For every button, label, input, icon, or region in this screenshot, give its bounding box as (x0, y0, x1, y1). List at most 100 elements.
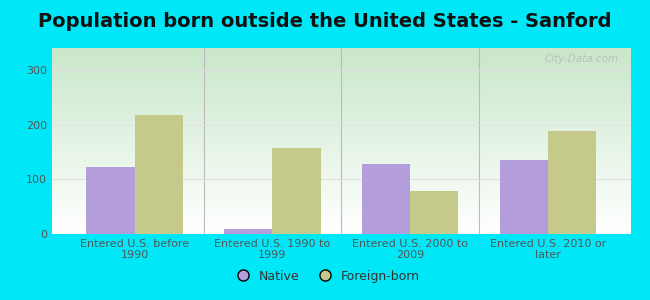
Bar (52, 180, 630, 182)
Bar (52, 215, 630, 217)
Bar (52, 115, 630, 117)
Bar (52, 98, 630, 100)
Bar (272, 148, 320, 234)
Bar (52, 188, 630, 189)
Bar (52, 225, 630, 226)
Bar (52, 223, 630, 225)
Bar (52, 70, 630, 72)
Bar (52, 89, 630, 91)
Bar (52, 94, 630, 96)
Bar (52, 117, 630, 119)
Bar (52, 63, 630, 65)
Bar (52, 85, 630, 87)
Bar (52, 147, 630, 148)
Bar (52, 59, 630, 61)
Bar (52, 122, 630, 124)
Bar (52, 202, 630, 204)
Bar (52, 128, 630, 130)
Bar (52, 150, 630, 152)
Bar (52, 111, 630, 113)
Bar (135, 115, 183, 234)
Bar (52, 52, 630, 54)
Bar (52, 106, 630, 107)
Bar (52, 172, 630, 175)
Bar (52, 228, 630, 230)
Bar (52, 132, 630, 134)
Bar (52, 56, 630, 57)
Bar (52, 104, 630, 106)
Bar (52, 57, 630, 59)
Bar (52, 176, 630, 178)
Bar (52, 72, 630, 74)
Bar (52, 191, 630, 193)
Bar (52, 232, 630, 234)
Bar (52, 163, 630, 165)
Bar (52, 165, 630, 167)
Legend: Native, Foreign-born: Native, Foreign-born (225, 265, 425, 288)
Bar (52, 67, 630, 68)
Bar (52, 195, 630, 197)
Bar (52, 121, 630, 122)
Bar (52, 158, 630, 160)
Bar (52, 169, 630, 171)
Bar (52, 219, 630, 221)
Bar (52, 100, 630, 102)
Bar (52, 76, 630, 78)
Text: City-Data.com: City-Data.com (545, 54, 619, 64)
Bar (52, 130, 630, 132)
Bar (52, 102, 630, 104)
Bar (52, 145, 630, 147)
Bar (52, 226, 630, 228)
Bar (52, 171, 630, 172)
Bar (52, 230, 630, 232)
Bar (52, 178, 630, 180)
Bar (52, 48, 630, 50)
Bar (52, 107, 630, 110)
Bar (52, 143, 630, 145)
Bar (52, 199, 630, 200)
Bar (548, 131, 596, 234)
Bar (52, 160, 630, 161)
Bar (52, 113, 630, 115)
Bar (52, 82, 630, 83)
Bar (52, 91, 630, 93)
Bar (52, 134, 630, 135)
Bar (410, 191, 458, 234)
Bar (52, 152, 630, 154)
Bar (52, 74, 630, 76)
Bar (52, 156, 630, 158)
Bar (52, 200, 630, 202)
Bar (52, 206, 630, 208)
Bar (52, 221, 630, 223)
Bar (52, 197, 630, 199)
Bar (52, 126, 630, 128)
Bar (52, 124, 630, 126)
Bar (52, 175, 630, 176)
Bar (52, 110, 630, 111)
Bar (52, 184, 630, 186)
Bar (52, 83, 630, 85)
Bar (52, 182, 630, 184)
Bar (52, 87, 630, 89)
Text: Population born outside the United States - Sanford: Population born outside the United State… (38, 12, 612, 31)
Bar (52, 193, 630, 195)
Bar (52, 210, 630, 212)
Bar (52, 217, 630, 219)
Bar (224, 229, 272, 234)
Bar (52, 68, 630, 70)
Bar (52, 119, 630, 121)
Bar (52, 135, 630, 137)
Bar (52, 148, 630, 150)
Bar (500, 160, 548, 234)
Bar (52, 139, 630, 141)
Bar (52, 154, 630, 156)
Bar (52, 214, 630, 215)
Bar (52, 78, 630, 80)
Bar (52, 61, 630, 63)
Bar (52, 186, 630, 188)
Bar (52, 93, 630, 94)
Bar (52, 189, 630, 191)
Bar (52, 167, 630, 169)
Bar (52, 65, 630, 67)
Bar (52, 54, 630, 56)
